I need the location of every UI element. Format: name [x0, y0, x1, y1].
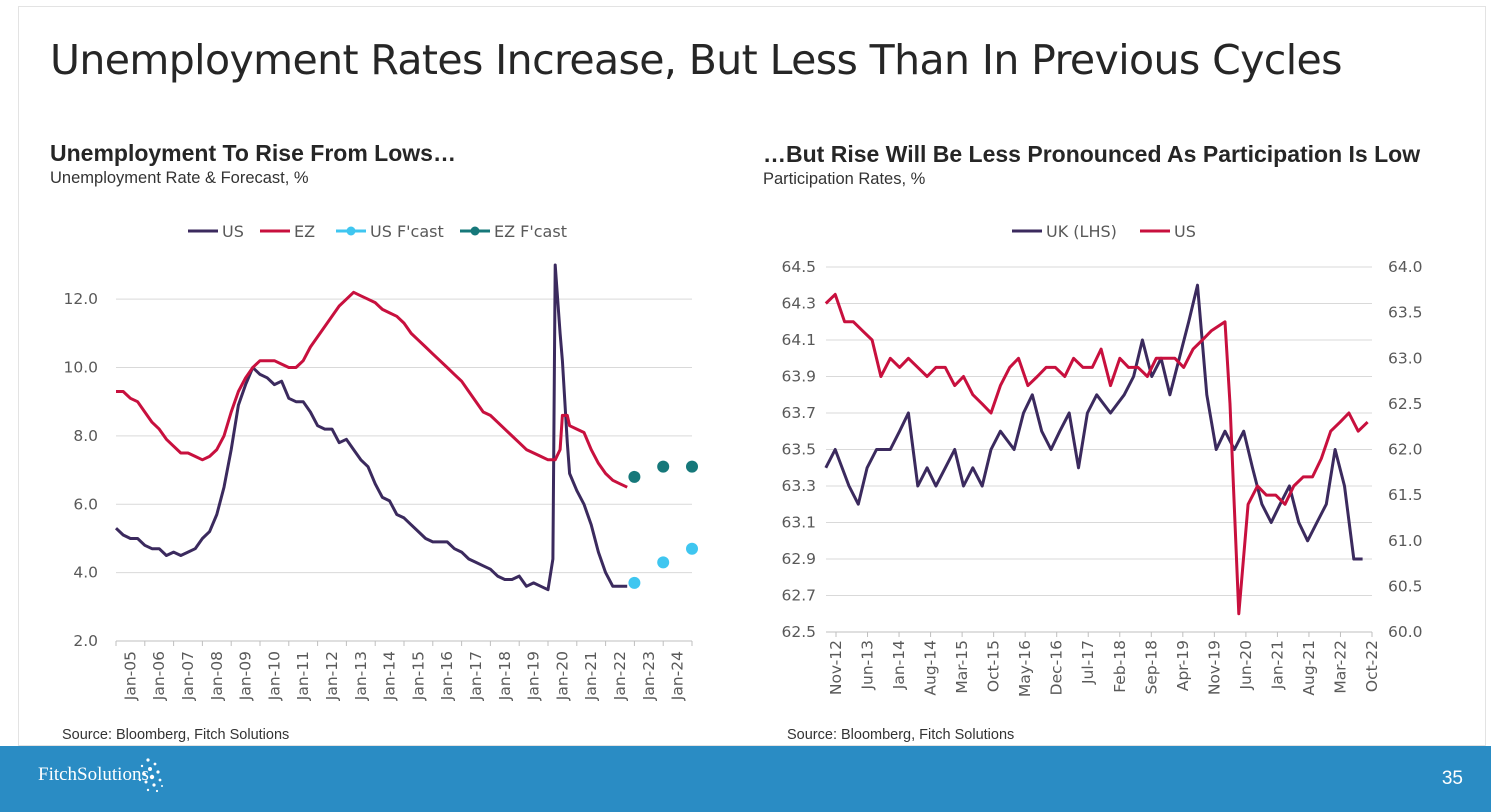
left-x-tick-label: Jan-16	[438, 651, 456, 701]
forecast-point-us-f-cast	[628, 576, 641, 589]
right-left-y-tick-label: 64.3	[781, 295, 816, 313]
left-x-tick-label: Jan-15	[409, 651, 427, 701]
right-left-y-tick-label: 62.7	[781, 587, 816, 605]
left-x-tick-label: Jan-11	[294, 651, 312, 701]
left-x-tick-label: Jan-23	[640, 651, 658, 701]
right-right-y-tick-label: 61.5	[1388, 486, 1423, 504]
series-line-ez	[116, 290, 628, 489]
right-right-y-tick-label: 61.0	[1388, 532, 1423, 550]
left-y-tick-label: 12.0	[63, 290, 98, 308]
forecast-point-ez-f-cast	[628, 470, 641, 483]
right-x-tick-label: Jun-13	[859, 640, 877, 691]
fitch-solutions-logo[interactable]: FitchSolutions	[38, 758, 163, 793]
left-x-tick-label: Jan-24	[669, 651, 687, 701]
left-x-tick-label: Jan-18	[496, 651, 514, 701]
right-x-tick-label: Oct-22	[1363, 640, 1381, 692]
left-x-tick-label: Jan-14	[381, 651, 399, 701]
forecast-point-us-f-cast	[686, 542, 698, 555]
left-x-tick-label: Jan-05	[121, 651, 139, 701]
right-left-y-tick-label: 63.9	[781, 368, 816, 386]
right-x-tick-label: Feb-18	[1111, 640, 1129, 693]
left-x-tick-label: Jan-22	[611, 651, 629, 701]
right-chart-subtitle: Participation Rates, %	[763, 170, 926, 188]
left-x-tick-label: Jan-08	[208, 651, 226, 701]
left-source-note: Source: Bloomberg, Fitch Solutions	[62, 727, 290, 743]
right-x-tick-label: Apr-19	[1174, 640, 1192, 691]
right-right-y-tick-label: 62.5	[1388, 395, 1423, 413]
left-x-tick-label: Jan-21	[582, 651, 600, 701]
legend-label: EZ	[294, 222, 315, 241]
logo-dots-icon	[138, 758, 163, 793]
right-x-tick-label: Mar-15	[953, 640, 971, 694]
left-x-tick-label: Jan-12	[323, 651, 341, 701]
left-x-tick-label: Jan-09	[237, 651, 255, 701]
left-x-tick-label: Jan-17	[467, 651, 485, 701]
legend-label: US F'cast	[370, 222, 444, 241]
legend-label: US	[1174, 222, 1196, 241]
page-number: 35	[1441, 768, 1463, 789]
legend-label: UK (LHS)	[1046, 222, 1117, 241]
right-right-y-tick-label: 60.0	[1388, 623, 1423, 641]
left-x-tick-label: Jan-06	[150, 651, 168, 701]
right-x-tick-label: Nov-12	[827, 640, 845, 695]
right-left-y-tick-label: 63.3	[781, 477, 816, 495]
left-y-tick-label: 2.0	[73, 632, 98, 650]
right-left-y-tick-label: 64.5	[781, 258, 816, 276]
left-x-tick-label: Jan-07	[179, 651, 197, 701]
right-x-tick-label: Aug-14	[922, 640, 940, 696]
right-right-y-tick-label: 64.0	[1388, 258, 1423, 276]
right-right-y-tick-label: 60.5	[1388, 577, 1423, 595]
series-line-us	[114, 263, 628, 592]
left-x-tick-label: Jan-19	[525, 651, 543, 701]
right-right-y-tick-label: 63.5	[1388, 304, 1423, 322]
series-line-uk-lhs-	[824, 283, 1363, 561]
left-x-tick-label: Jan-13	[352, 651, 370, 701]
left-y-tick-label: 6.0	[73, 495, 98, 513]
series-line-us	[824, 292, 1369, 616]
right-x-tick-label: Jan-14	[890, 640, 908, 690]
left-x-tick-label: Jan-10	[265, 651, 283, 701]
footer-bar: FitchSolutions 35	[0, 746, 1491, 812]
right-x-tick-label: Mar-22	[1331, 640, 1349, 694]
right-left-y-tick-label: 63.1	[781, 514, 816, 532]
logo-text: FitchSolutions	[38, 764, 149, 785]
right-x-tick-label: Dec-16	[1048, 640, 1066, 695]
legend-label: US	[222, 222, 244, 241]
right-x-tick-label: Jun-20	[1237, 640, 1255, 691]
left-chart-subtitle: Unemployment Rate & Forecast, %	[50, 169, 309, 187]
right-x-tick-label: Jul-17	[1079, 640, 1097, 685]
right-x-tick-label: Oct-15	[985, 640, 1003, 692]
slide-title: Unemployment Rates Increase, But Less Th…	[50, 36, 1342, 84]
left-y-tick-label: 4.0	[73, 564, 98, 582]
right-left-y-tick-label: 62.9	[781, 550, 816, 568]
right-source-note: Source: Bloomberg, Fitch Solutions	[787, 727, 1015, 743]
right-right-y-tick-label: 62.0	[1388, 441, 1423, 459]
forecast-point-ez-f-cast	[686, 460, 698, 473]
legend-marker	[470, 226, 480, 236]
right-right-y-tick-label: 63.0	[1388, 349, 1423, 367]
forecast-point-us-f-cast	[657, 556, 670, 569]
legend-label: EZ F'cast	[494, 222, 567, 241]
left-y-tick-label: 10.0	[63, 359, 98, 377]
right-x-tick-label: Sep-18	[1142, 640, 1160, 695]
right-left-y-tick-label: 64.1	[781, 331, 816, 349]
right-x-tick-label: Aug-21	[1300, 640, 1318, 696]
left-y-tick-label: 8.0	[73, 427, 98, 445]
right-left-y-tick-label: 62.5	[781, 623, 816, 641]
right-chart-title: …But Rise Will Be Less Pronounced As Par…	[763, 141, 1421, 167]
right-x-tick-label: Nov-19	[1205, 640, 1223, 695]
right-x-tick-label: Jan-21	[1268, 640, 1286, 690]
forecast-point-ez-f-cast	[657, 460, 670, 473]
left-x-tick-label: Jan-20	[553, 651, 571, 701]
right-left-y-tick-label: 63.5	[781, 441, 816, 459]
legend-marker	[346, 226, 356, 236]
left-chart-title: Unemployment To Rise From Lows…	[50, 140, 456, 166]
right-x-tick-label: May-16	[1016, 640, 1034, 697]
right-left-y-tick-label: 63.7	[781, 404, 816, 422]
